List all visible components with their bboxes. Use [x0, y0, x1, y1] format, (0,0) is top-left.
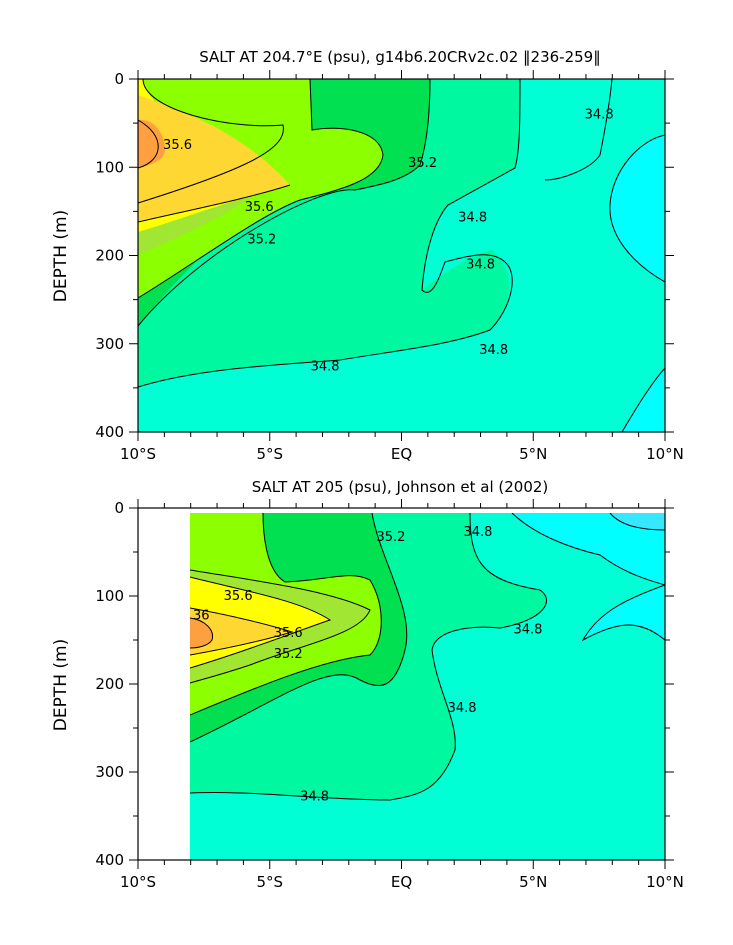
y-ticks: 0 100 200 300 400	[95, 499, 674, 869]
contour-label: 34.8	[479, 343, 508, 358]
x-tick-label: 10°S	[120, 445, 156, 463]
salinity-field	[138, 79, 665, 432]
contour-label: 34.8	[463, 525, 492, 540]
x-tick-label: 10°N	[646, 445, 684, 463]
contour-lines	[138, 79, 665, 432]
contour-label: 35.6	[163, 138, 192, 153]
contour-label: 35.2	[408, 156, 437, 171]
fill-36.0	[138, 119, 165, 168]
y-tick-label: 300	[95, 763, 124, 781]
y-tick-label: 0	[114, 499, 124, 517]
contour-label: 34.8	[585, 107, 614, 122]
x-tick-label: 5°N	[519, 873, 547, 891]
observed-salinity-panel: 35.6 36 35.6 35.2 35.2 34.8 34.8 34.8 34.8 10°S 5…	[51, 478, 684, 891]
x-tick-label: 10°S	[120, 873, 156, 891]
contour-label: 35.2	[376, 530, 405, 545]
contour-label: 35.6	[274, 626, 303, 641]
y-ticks: 0 100 200 300 400	[95, 70, 674, 441]
y-axis-label: DEPTH (m)	[51, 210, 71, 302]
contour-lines	[190, 513, 665, 801]
contour-label: 34.8	[458, 211, 487, 226]
x-tick-label: EQ	[391, 873, 412, 891]
contour-labels: 35.6 35.6 35.2 35.2 34.8 34.8 34.8 34.8 34.8	[163, 107, 614, 375]
fill-34.4-lower	[583, 585, 665, 640]
contour-label: 34.8	[311, 360, 340, 375]
y-tick-label: 300	[95, 335, 124, 353]
x-tick-label: 5°N	[519, 445, 547, 463]
y-tick-label: 400	[95, 423, 124, 441]
fill-35.8	[190, 608, 292, 655]
contour-label: 34.8	[514, 622, 543, 637]
fill-34.4	[512, 513, 665, 585]
model-salinity-panel: 35.6 35.6 35.2 35.2 34.8 34.8 34.8 34.8 34.8 10°…	[51, 48, 684, 463]
y-tick-label: 200	[95, 247, 124, 265]
contour-label: 35.6	[224, 589, 253, 604]
x-tick-label: EQ	[391, 445, 412, 463]
fill-34.2	[610, 513, 665, 530]
x-ticks: 10°S 5°S EQ 5°N 10°N	[120, 499, 684, 891]
y-axis-label: DEPTH (m)	[51, 639, 71, 731]
contour-labels: 35.6 36 35.6 35.2 35.2 34.8 34.8 34.8 34.8	[193, 525, 543, 805]
salinity-field	[190, 513, 665, 860]
contour-label: 36	[193, 608, 210, 623]
x-tick-label: 5°S	[256, 873, 283, 891]
y-tick-label: 100	[95, 587, 124, 605]
y-tick-label: 0	[114, 70, 124, 88]
y-tick-label: 200	[95, 675, 124, 693]
contour-label: 34.8	[300, 790, 329, 805]
fill-34.4-corner	[622, 368, 665, 432]
chart-title: SALT AT 204.7°E (psu), g14b6.20CRv2c.02 …	[199, 48, 600, 66]
fill-34.4	[609, 135, 665, 282]
x-tick-label: 10°N	[646, 873, 684, 891]
chart-title: SALT AT 205 (psu), Johnson et al (2002)	[252, 478, 549, 496]
y-tick-label: 400	[95, 851, 124, 869]
contour-label: 35.6	[245, 200, 274, 215]
contour-label: 35.2	[247, 233, 276, 248]
contour-label: 34.8	[448, 701, 477, 716]
y-tick-label: 100	[95, 158, 124, 176]
contour-label: 34.8	[466, 257, 495, 272]
x-ticks: 10°S 5°S EQ 5°N 10°N	[120, 70, 684, 463]
contour-label: 35.2	[274, 647, 303, 662]
x-tick-label: 5°S	[256, 445, 283, 463]
